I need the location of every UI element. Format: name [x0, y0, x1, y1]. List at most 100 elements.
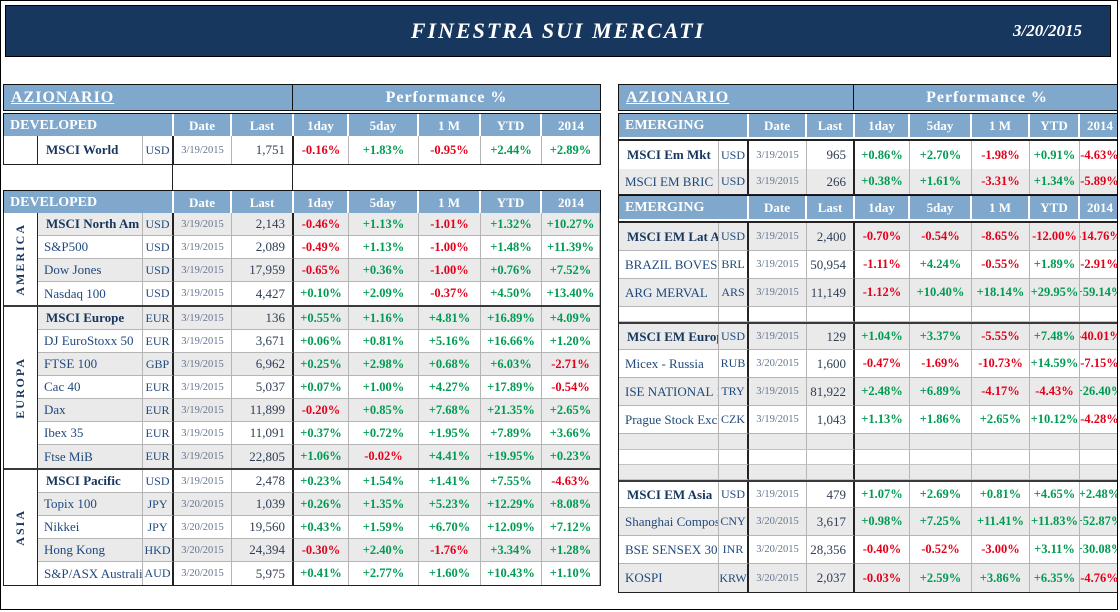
last-value: 2,143 [232, 213, 294, 236]
market-row: Dow Jones USD 3/19/2015 17,959 -0.65% +0.36% -… [38, 259, 600, 282]
gap-segment [293, 165, 601, 190]
market-row: Nasdaq 100 USD 3/19/2015 4,427 +0.10% +2.09% -… [38, 282, 600, 305]
perf-value-5day: +1.61% [910, 169, 972, 194]
perf-value-1day: -0.30% [294, 539, 349, 562]
instrument-name: MSCI North Am [38, 213, 143, 236]
perf-value-5day: +1.59% [349, 516, 419, 539]
perf-value-5day: +0.85% [349, 399, 419, 422]
perf-value-1day [855, 449, 910, 465]
perf-value-1day: +0.26% [294, 493, 349, 516]
last-value: 2,400 [807, 223, 855, 251]
perf-value-5day: +1.13% [349, 213, 419, 236]
gap-segment [173, 165, 293, 190]
perf-value-ytd: +4.65% [1030, 482, 1080, 509]
quote-date: 3/19/2015 [749, 223, 807, 251]
currency-code: JPY [143, 516, 174, 539]
perf-value-2014: +30.08% [1080, 536, 1117, 565]
group-rows: MSCI North Am USD 3/19/2015 2,143 -0.46% +1.1… [38, 213, 600, 305]
quote-date: 3/19/2015 [174, 259, 232, 282]
perf-value-5day [910, 307, 972, 323]
last-value: 5,975 [232, 562, 294, 585]
quote-date: 3/19/2015 [174, 136, 232, 164]
section-header-row: AZIONARIO Performance % [618, 84, 1117, 111]
last-value: 3,671 [232, 330, 294, 353]
perf-value-1day: +0.55% [294, 307, 349, 330]
perf-value-2014 [1080, 307, 1117, 323]
perf-value-ytd: +17.89% [481, 376, 542, 399]
market-row: DJ EuroStoxx 50 EUR 3/19/2015 3,671 +0.06% +0… [38, 330, 600, 353]
perf-column-header: YTD [1030, 196, 1080, 219]
perf-value-ytd [1030, 307, 1080, 323]
last-value: 3,617 [807, 508, 855, 537]
currency-code: CZK [719, 406, 749, 435]
instrument-name: Topix 100 [38, 493, 143, 516]
quote-date: 3/19/2015 [174, 470, 232, 493]
perf-value-ytd: +11.83% [1030, 508, 1080, 537]
last-value: 11,091 [232, 422, 294, 445]
quote-date: 3/19/2015 [749, 169, 807, 194]
instrument-name [619, 434, 719, 450]
date-column-header: Date [749, 196, 807, 219]
perf-value-1m: +6.70% [419, 516, 481, 539]
currency-code: JPY [143, 493, 174, 516]
perf-column-header: 2014 [1080, 196, 1117, 219]
perf-value-ytd: +3.34% [481, 539, 542, 562]
perf-value-2014: +11.39% [542, 236, 600, 259]
last-value: 81,922 [807, 378, 855, 407]
instrument-name: Nikkei [38, 516, 143, 539]
market-row: Cac 40 EUR 3/19/2015 5,037 +0.07% +1.00% +4.27… [38, 376, 600, 399]
empty-row [619, 434, 1117, 450]
perf-value-5day: +7.25% [910, 508, 972, 537]
currency-code: EUR [143, 445, 174, 468]
perf-value-1m [972, 449, 1030, 465]
group-rows: MSCI EM EuropeUSD3/19/2015129+1.04%+3.37… [619, 322, 1117, 481]
perf-value-1m: -3.00% [972, 536, 1030, 565]
section-title-text: AZIONARIO [626, 88, 730, 106]
market-row: ARG MERVAL ARS 3/19/2015 11,149 -1.12% +10.40… [619, 279, 1117, 307]
quote-date: 3/19/2015 [174, 330, 232, 353]
last-value: 1,043 [807, 406, 855, 435]
perf-column-header: 5day [349, 114, 419, 137]
perf-value-2014: +4.09% [542, 307, 600, 330]
currency-code: USD [143, 259, 174, 282]
last-value: 50,954 [807, 251, 855, 279]
market-row: MSCI World USD 3/19/2015 1,751 -0.16% +1.83% -… [38, 136, 600, 164]
market-group: MSCI EM Lat AmUSD3/19/20152,400-0.70%-0.… [619, 223, 1117, 323]
currency-code: EUR [143, 307, 174, 330]
quote-date: 3/19/2015 [174, 353, 232, 376]
quote-date: 3/20/2015 [749, 350, 807, 379]
quote-date: 3/20/2015 [749, 508, 807, 537]
developed-markets-table: AZIONARIO Performance % DEVELOPED Date Last 1… [3, 84, 601, 586]
perf-value-1m: +3.86% [972, 564, 1030, 593]
perf-value-1day: +0.86% [855, 141, 910, 169]
market-row: BRAZIL BOVESPABRL3/19/201550,954-1.11%+4… [619, 251, 1117, 279]
perf-column-header: 2014 [1080, 114, 1117, 137]
instrument-name: S&P/ASX Australia [38, 562, 143, 585]
market-row: S&P/ASX Australia AUD 3/20/2015 5,975 +0.41%… [38, 562, 600, 585]
quote-date: 3/20/2015 [174, 562, 232, 585]
currency-code: EUR [143, 330, 174, 353]
currency-code: EUR [143, 399, 174, 422]
perf-value-ytd: +2.44% [481, 136, 542, 164]
perf-column-header: 1day [294, 114, 349, 137]
perf-value-1day: -0.40% [855, 536, 910, 565]
instrument-name: DJ EuroStoxx 50 [38, 330, 143, 353]
last-value [807, 307, 855, 323]
market-row: MSCI Europe EUR 3/19/2015 136 +0.55% +1.16% +4… [38, 307, 600, 330]
perf-value-1m: -5.55% [972, 324, 1030, 351]
last-value [807, 464, 855, 481]
last-value: 136 [232, 307, 294, 330]
perf-value-5day: -0.02% [349, 445, 419, 468]
perf-value-2014 [1080, 449, 1117, 465]
perf-value-ytd: +21.35% [481, 399, 542, 422]
perf-value-ytd: -4.43% [1030, 378, 1080, 407]
perf-value-1m: -1.00% [419, 259, 481, 282]
instrument-name: KOSPI [619, 564, 719, 593]
perf-value-1day: +0.43% [294, 516, 349, 539]
currency-code [719, 434, 749, 450]
last-column-header: Last [807, 196, 855, 219]
perf-value-ytd: +1.34% [1030, 169, 1080, 194]
perf-value-ytd: +4.50% [481, 282, 542, 305]
perf-value-ytd [1030, 449, 1080, 465]
